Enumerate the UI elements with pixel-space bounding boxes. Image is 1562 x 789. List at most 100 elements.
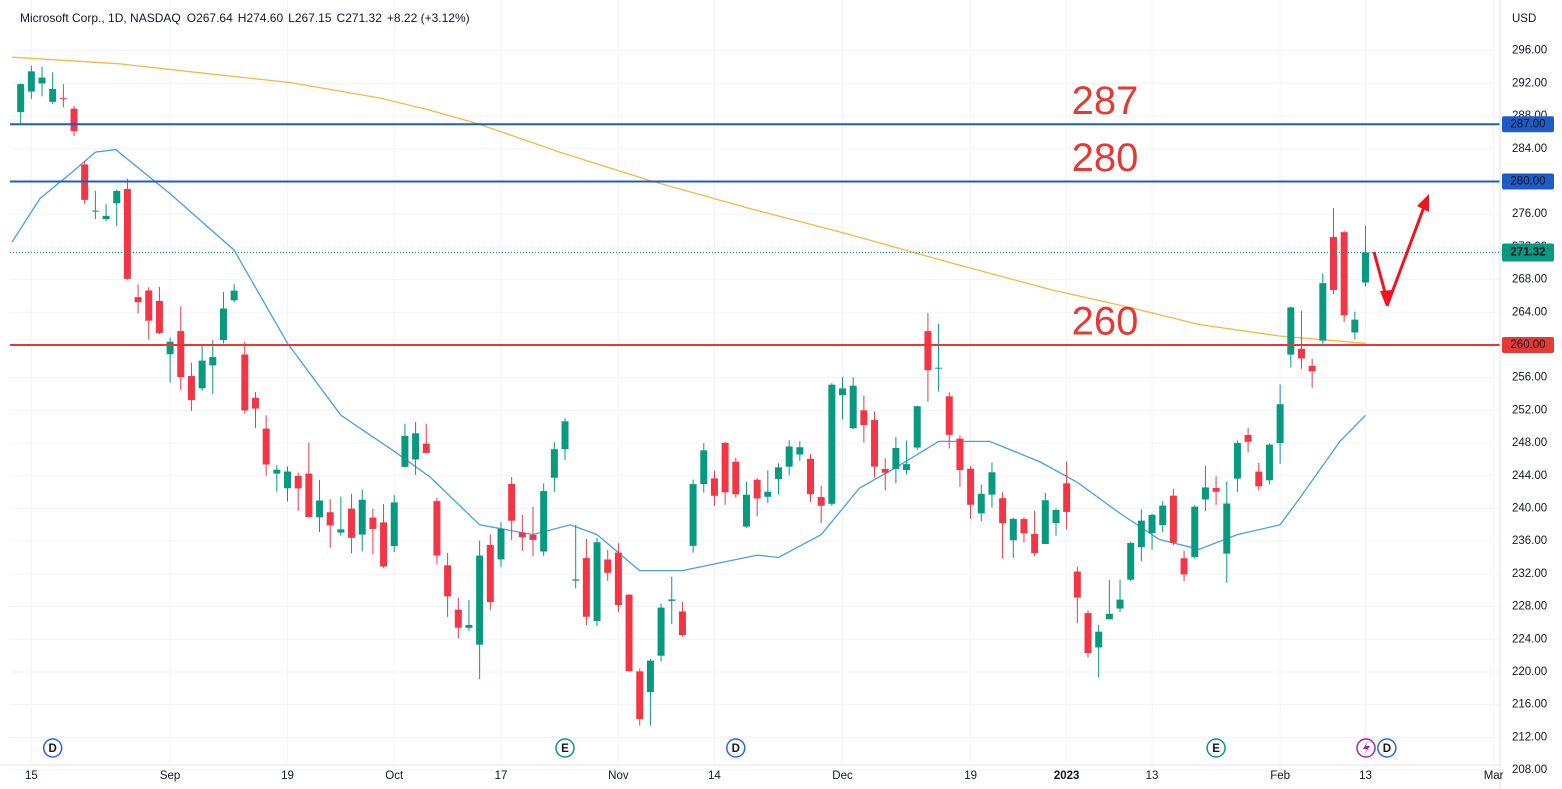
candle xyxy=(433,497,441,565)
candle-body xyxy=(988,472,996,495)
candle xyxy=(209,339,217,394)
candle-body xyxy=(1020,519,1028,534)
event-badge[interactable]: D xyxy=(42,738,63,758)
event-circle[interactable] xyxy=(42,738,63,758)
event-badge[interactable]: D xyxy=(1377,738,1397,758)
event-circle[interactable] xyxy=(1377,738,1397,758)
candle-body xyxy=(17,84,25,113)
candle xyxy=(305,442,313,518)
ohlc-value: 267.64 xyxy=(196,11,233,25)
ohlc-value: 267.15 xyxy=(295,11,332,25)
candle-body xyxy=(337,529,345,533)
candle-body xyxy=(582,558,590,617)
event-badge[interactable]: E xyxy=(1206,738,1226,758)
candle-body xyxy=(945,396,953,435)
candle xyxy=(337,496,345,536)
candle-body xyxy=(540,491,548,552)
candle xyxy=(27,65,35,99)
candle xyxy=(177,306,185,391)
candle xyxy=(198,343,206,391)
candle xyxy=(1223,481,1231,583)
candle xyxy=(49,72,57,105)
candle-body xyxy=(1255,471,1263,487)
candle xyxy=(561,418,569,461)
candle-body xyxy=(529,534,537,540)
x-tick-label: 17 xyxy=(495,770,508,782)
candle-body xyxy=(1052,509,1060,524)
candle xyxy=(518,515,526,552)
event-label: D xyxy=(732,743,740,755)
candle xyxy=(508,477,516,541)
candle-body xyxy=(1105,613,1113,620)
candle-body xyxy=(561,421,569,450)
candle-body xyxy=(1244,434,1252,442)
candle-body xyxy=(967,468,975,505)
candle xyxy=(486,534,494,610)
candle xyxy=(1063,461,1071,530)
event-circle[interactable] xyxy=(1206,738,1226,758)
candle xyxy=(924,312,932,402)
candle xyxy=(903,440,911,475)
arrow-head xyxy=(1380,290,1392,306)
candle-body xyxy=(145,290,153,321)
arrow xyxy=(1385,206,1426,307)
event-circle[interactable] xyxy=(555,738,575,758)
candle-body xyxy=(1297,348,1305,359)
candle xyxy=(582,538,590,626)
change: +8.22 (+3.12%) xyxy=(387,11,470,25)
candle-body xyxy=(59,98,67,100)
candle xyxy=(70,105,78,137)
candle-body xyxy=(262,428,270,465)
candle-body xyxy=(785,446,793,467)
plot-area: 287 280 260 xyxy=(10,56,1500,726)
candle-body xyxy=(1308,365,1316,372)
candle xyxy=(1105,580,1113,620)
candle xyxy=(999,492,1007,559)
event-badge[interactable]: D xyxy=(726,738,746,758)
candle xyxy=(721,441,729,505)
candle-body xyxy=(198,360,206,389)
candle xyxy=(529,506,537,557)
candle-body xyxy=(657,607,665,656)
candle xyxy=(785,440,793,476)
candle-body xyxy=(796,447,804,455)
y-tick-label: 252.00 xyxy=(1512,404,1547,416)
candle-body xyxy=(892,447,900,469)
title: Microsoft Corp., 1D, NASDAQ xyxy=(20,11,181,25)
dividend-badge[interactable] xyxy=(1356,738,1376,758)
candle xyxy=(550,442,558,492)
candle xyxy=(1148,513,1156,551)
candle-body xyxy=(636,671,644,719)
candle-body xyxy=(732,461,740,495)
candle xyxy=(219,292,227,344)
level-label: 287 xyxy=(1072,79,1139,123)
x-tick-label: Nov xyxy=(608,770,629,782)
candle xyxy=(988,462,996,508)
candle xyxy=(892,437,900,484)
candle xyxy=(1052,508,1060,536)
y-tick-label: 232.00 xyxy=(1512,568,1547,580)
candle xyxy=(1159,501,1167,533)
candle xyxy=(540,483,548,557)
x-tick-label: 13 xyxy=(1359,770,1372,782)
event-circle[interactable] xyxy=(726,738,746,758)
candle xyxy=(657,603,665,662)
y-tick-label: 212.00 xyxy=(1512,731,1547,743)
candle xyxy=(326,499,334,548)
candle xyxy=(1287,306,1295,368)
candle-body xyxy=(1223,503,1231,554)
event-badge[interactable]: E xyxy=(555,738,575,758)
candle-body xyxy=(721,442,729,493)
candle-body xyxy=(1180,558,1188,575)
candle xyxy=(945,392,953,449)
candle-body xyxy=(113,190,121,204)
candle xyxy=(1201,465,1209,512)
candle-body xyxy=(102,215,110,220)
candle-body xyxy=(689,484,697,546)
candle-body xyxy=(1137,520,1145,548)
level-label: 280 xyxy=(1072,136,1139,180)
candle-body xyxy=(1287,307,1295,355)
candle xyxy=(1255,462,1263,491)
candle xyxy=(155,286,163,335)
